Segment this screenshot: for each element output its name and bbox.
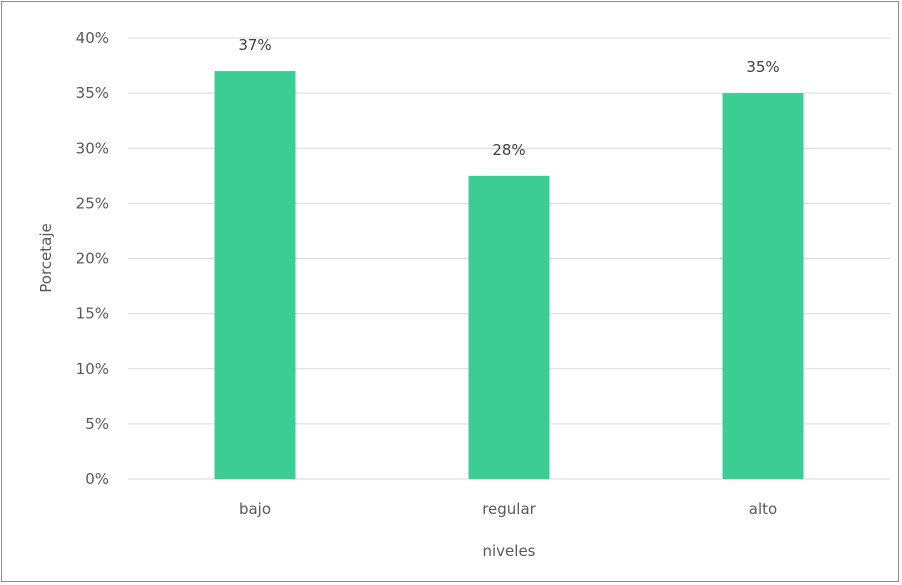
bar-alto xyxy=(722,93,804,479)
data-labels: 37% 28% 35% xyxy=(238,36,779,159)
y-tick-label: 10% xyxy=(76,360,109,378)
y-tick-label: 15% xyxy=(76,305,109,323)
data-label-bajo: 37% xyxy=(238,36,271,54)
data-label-regular: 28% xyxy=(492,141,525,159)
bar-bajo xyxy=(214,71,296,479)
x-tick-label-bajo: bajo xyxy=(239,500,271,518)
y-axis-ticks: 0% 5% 10% 15% 20% 25% 30% 35% 40% xyxy=(76,29,109,488)
y-tick-label: 5% xyxy=(85,415,109,433)
y-tick-label: 25% xyxy=(76,194,109,212)
x-tick-label-alto: alto xyxy=(749,500,777,518)
x-axis-title: niveles xyxy=(483,542,536,560)
data-label-alto: 35% xyxy=(746,58,779,76)
bars xyxy=(214,71,804,479)
x-tick-label-regular: regular xyxy=(482,500,536,518)
y-tick-label: 35% xyxy=(76,84,109,102)
y-tick-label: 0% xyxy=(85,470,109,488)
y-axis-title: Porcetaje xyxy=(37,223,55,292)
y-tick-label: 40% xyxy=(76,29,109,47)
y-tick-label: 30% xyxy=(76,139,109,157)
y-tick-label: 20% xyxy=(76,250,109,268)
x-axis-ticks: bajo regular alto xyxy=(239,500,777,518)
bar-regular xyxy=(468,175,550,479)
